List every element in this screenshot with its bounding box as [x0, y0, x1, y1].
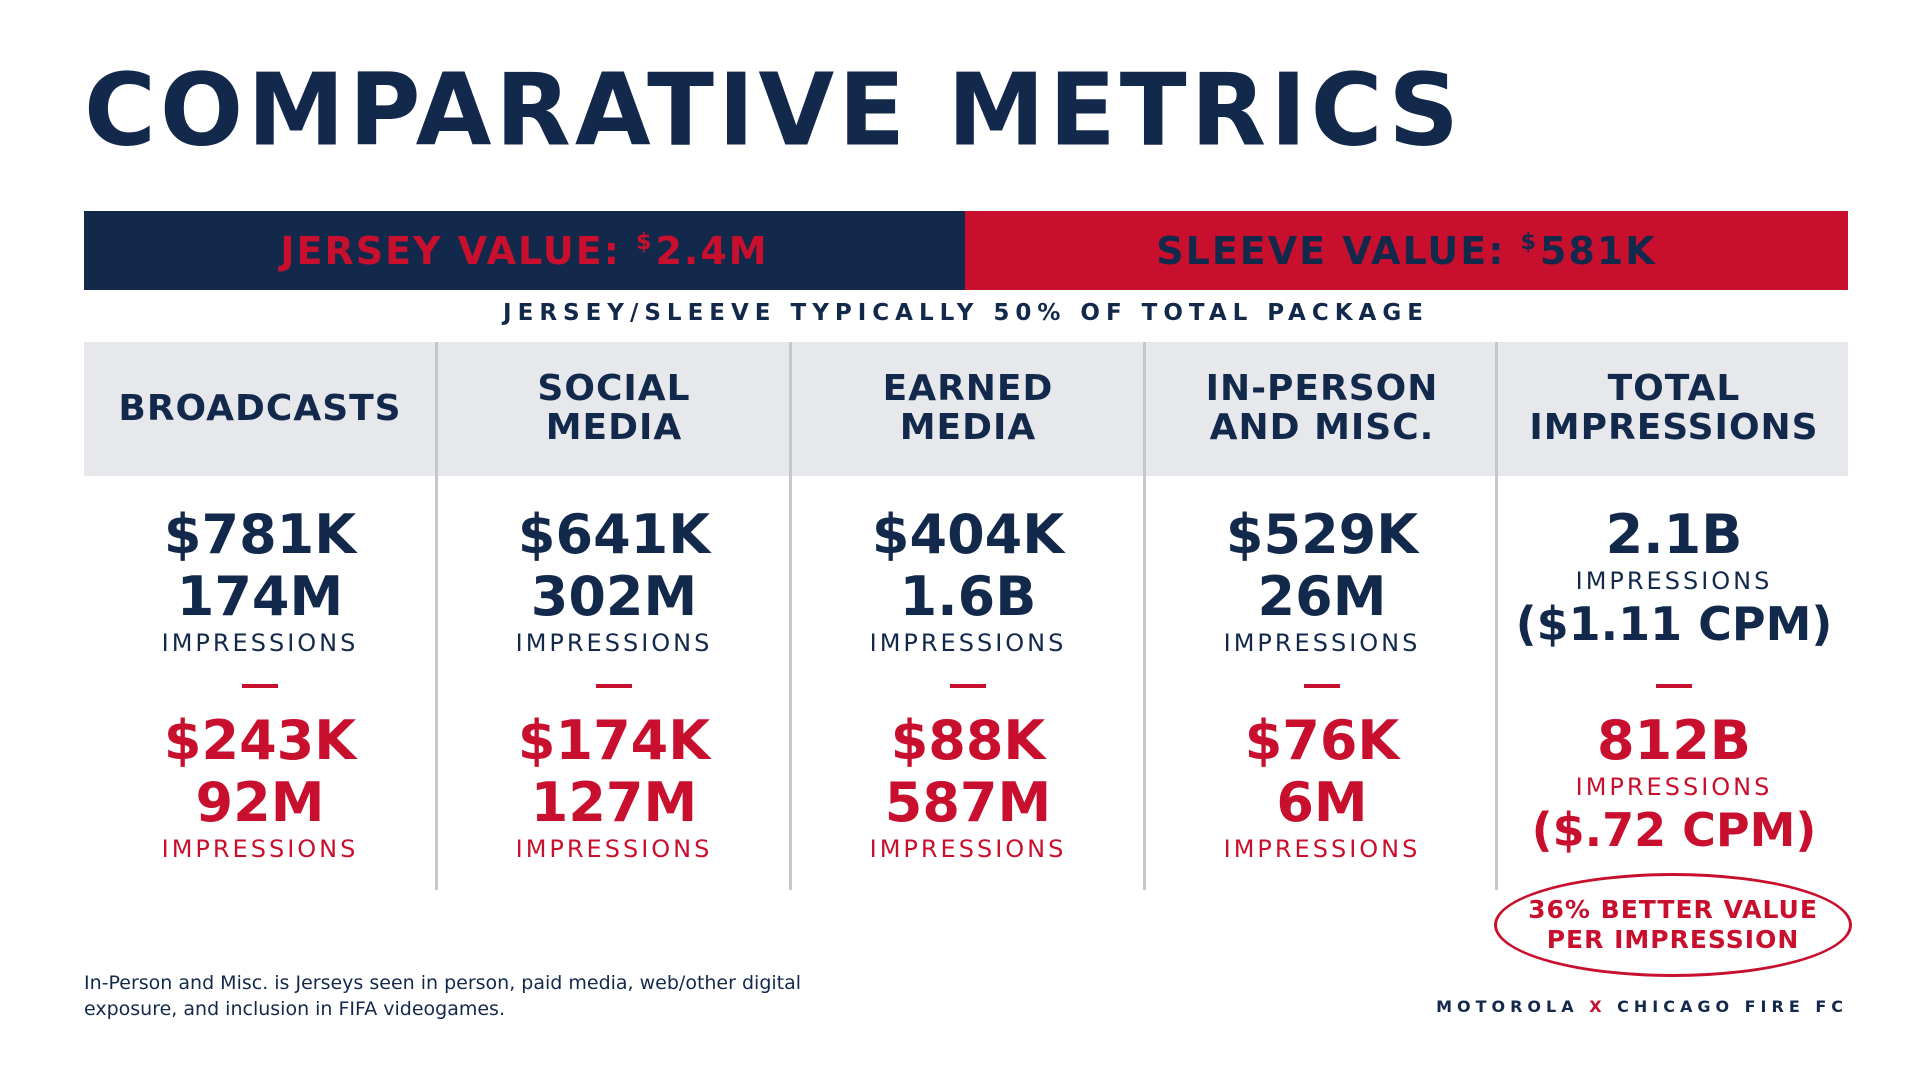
- column-header: IN-PERSON AND MISC.: [1205, 368, 1439, 448]
- jersey-impressions: 174M: [176, 565, 344, 628]
- value-bar: JERSEY VALUE: $2.4M SLEEVE VALUE: $581K: [84, 211, 1848, 290]
- metric-column-earned-media: EARNED MEDIA $404K 1.6B IMPRESSIONS $88K…: [792, 342, 1144, 890]
- jersey-value: $529K: [1225, 503, 1419, 566]
- credit-x: X: [1589, 997, 1607, 1016]
- sleeve-total-label: IMPRESSIONS: [1575, 773, 1773, 801]
- sleeve-value-amount: 581K: [1539, 228, 1657, 273]
- sleeve-metrics: $243K 92M IMPRESSIONS: [84, 710, 436, 864]
- sleeve-value: $243K: [163, 709, 357, 772]
- partner-credit: MOTOROLA X CHICAGO FIRE FC: [1436, 997, 1848, 1016]
- sleeve-impressions: 92M: [195, 771, 325, 834]
- jersey-impressions: 26M: [1257, 565, 1387, 628]
- sleeve-impressions-label: IMPRESSIONS: [515, 835, 713, 863]
- jersey-total-label: IMPRESSIONS: [1575, 567, 1773, 595]
- sleeve-metrics: $76K 6M IMPRESSIONS: [1146, 710, 1498, 864]
- page-title: COMPARATIVE METRICS: [84, 52, 1463, 170]
- sleeve-impressions: 6M: [1276, 771, 1368, 834]
- column-header: EARNED MEDIA: [882, 368, 1054, 448]
- separator-dash: [1498, 684, 1850, 688]
- jersey-cpm: ($1.11 CPM): [1515, 597, 1833, 651]
- jersey-metrics: $641K 302M IMPRESSIONS: [438, 504, 790, 658]
- sleeve-impressions: 127M: [530, 771, 698, 834]
- jersey-value: $641K: [517, 503, 711, 566]
- sleeve-value: $88K: [890, 709, 1046, 772]
- sleeve-total-metrics: 812B IMPRESSIONS ($.72 CPM): [1498, 710, 1850, 858]
- column-header: TOTAL IMPRESSIONS: [1529, 368, 1819, 448]
- jersey-value-amount: 2.4M: [655, 228, 769, 273]
- metric-column-social-media: SOCIAL MEDIA $641K 302M IMPRESSIONS $174…: [438, 342, 790, 890]
- separator-dash: [792, 684, 1144, 688]
- jersey-metrics: $529K 26M IMPRESSIONS: [1146, 504, 1498, 658]
- sleeve-impressions-label: IMPRESSIONS: [161, 835, 359, 863]
- sleeve-value-dollar: $: [1520, 230, 1538, 255]
- footnote: In-Person and Misc. is Jerseys seen in p…: [84, 972, 802, 1020]
- column-divider: [1143, 342, 1146, 890]
- sleeve-cpm: ($.72 CPM): [1531, 803, 1817, 857]
- jersey-value-dollar: $: [636, 230, 654, 255]
- metric-column-total-impressions: TOTAL IMPRESSIONS 2.1B IMPRESSIONS ($1.1…: [1498, 342, 1850, 890]
- column-header: SOCIAL MEDIA: [537, 368, 691, 448]
- credit-chicago-fire: CHICAGO FIRE FC: [1617, 997, 1848, 1016]
- column-divider: [789, 342, 792, 890]
- sleeve-value-prefix: SLEEVE VALUE:: [1156, 228, 1521, 273]
- header-row-background: [84, 342, 1848, 476]
- jersey-total-metrics: 2.1B IMPRESSIONS ($1.11 CPM): [1498, 504, 1850, 652]
- jersey-impressions-label: IMPRESSIONS: [869, 629, 1067, 657]
- sleeve-value-banner: SLEEVE VALUE: $581K: [965, 211, 1848, 290]
- separator-dash: [84, 684, 436, 688]
- jersey-metrics: $404K 1.6B IMPRESSIONS: [792, 504, 1144, 658]
- jersey-metrics: $781K 174M IMPRESSIONS: [84, 504, 436, 658]
- jersey-impressions: 1.6B: [899, 565, 1037, 628]
- package-subtitle: JERSEY/SLEEVE TYPICALLY 50% OF TOTAL PAC…: [503, 300, 1429, 326]
- jersey-impressions-label: IMPRESSIONS: [1223, 629, 1421, 657]
- column-header: BROADCASTS: [118, 387, 402, 429]
- jersey-impressions-label: IMPRESSIONS: [161, 629, 359, 657]
- sleeve-total-impressions: 812B: [1597, 709, 1751, 772]
- jersey-value-banner: JERSEY VALUE: $2.4M: [84, 211, 965, 290]
- sleeve-impressions-label: IMPRESSIONS: [1223, 835, 1421, 863]
- jersey-value-prefix: JERSEY VALUE:: [280, 228, 637, 273]
- jersey-value: $781K: [163, 503, 357, 566]
- sleeve-value: $76K: [1244, 709, 1400, 772]
- sleeve-impressions: 587M: [884, 771, 1052, 834]
- separator-dash: [438, 684, 790, 688]
- metric-column-in-person: IN-PERSON AND MISC. $529K 26M IMPRESSION…: [1146, 342, 1498, 890]
- separator-dash: [1146, 684, 1498, 688]
- jersey-value: $404K: [871, 503, 1065, 566]
- better-value-badge: 36% BETTER VALUE PER IMPRESSION: [1494, 873, 1852, 977]
- jersey-total-impressions: 2.1B: [1605, 503, 1743, 566]
- jersey-impressions: 302M: [530, 565, 698, 628]
- sleeve-impressions-label: IMPRESSIONS: [869, 835, 1067, 863]
- metric-column-broadcasts: BROADCASTS $781K 174M IMPRESSIONS $243K …: [84, 342, 436, 890]
- sleeve-metrics: $88K 587M IMPRESSIONS: [792, 710, 1144, 864]
- column-divider: [1495, 342, 1498, 890]
- jersey-impressions-label: IMPRESSIONS: [515, 629, 713, 657]
- sleeve-value: $174K: [517, 709, 711, 772]
- credit-motorola: MOTOROLA: [1436, 997, 1579, 1016]
- column-divider: [435, 342, 438, 890]
- sleeve-metrics: $174K 127M IMPRESSIONS: [438, 710, 790, 864]
